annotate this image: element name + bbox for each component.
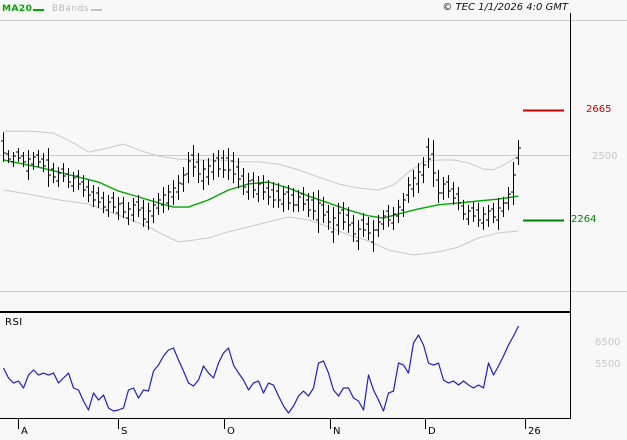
rsi-panel-label: RSI <box>5 317 23 328</box>
price-label-gridline: 2500 <box>592 151 618 162</box>
rsi-line <box>2 325 520 414</box>
ma20-line <box>3 159 519 219</box>
copyright-text: © TEC 1/1/2026 4:0 GMT <box>442 2 568 13</box>
legend-ma20-label: MA20 <box>2 4 33 14</box>
rsi-tick-label-0: 6500 <box>595 337 621 348</box>
x-axis-label-4: D <box>428 426 436 437</box>
x-axis-label-5: 26 <box>528 426 541 437</box>
bollinger-lower-line <box>3 189 519 256</box>
legend-ma20-dash-icon <box>33 9 44 11</box>
price-label-resistance: 2665 <box>586 104 612 115</box>
x-axis-label-3: N <box>333 426 341 437</box>
legend-bbands-label: BBands <box>52 4 89 14</box>
rsi-tick-label-1: 5500 <box>595 359 621 370</box>
x-axis-label-2: O <box>227 426 235 437</box>
price-label-support: 2264 <box>571 214 597 225</box>
x-axis-label-0: A <box>21 426 28 437</box>
bollinger-upper-line <box>3 130 519 191</box>
legend-bbands-dash-icon <box>91 9 102 11</box>
x-axis-label-1: S <box>121 426 128 437</box>
